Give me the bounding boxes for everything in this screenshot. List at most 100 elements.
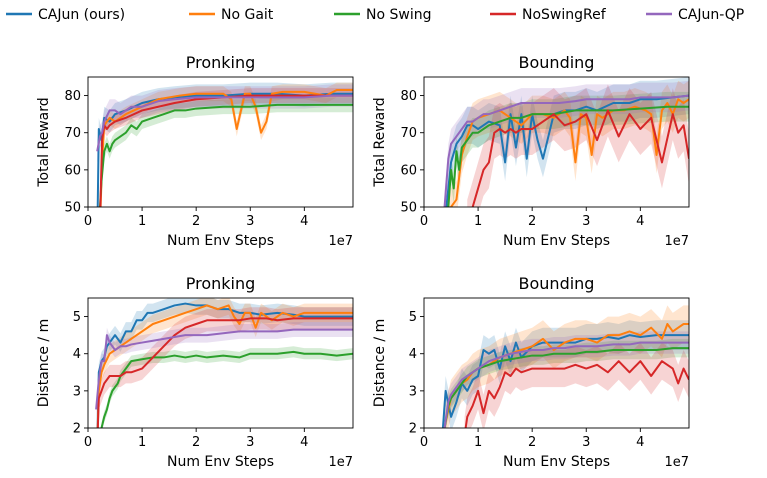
y-tick-label: 60 bbox=[64, 163, 81, 178]
series-band bbox=[446, 91, 689, 207]
x-tick-label: 2 bbox=[192, 435, 200, 450]
legend-label: No Gait bbox=[221, 7, 274, 23]
x-tick-label: 4 bbox=[300, 214, 308, 229]
x-tick-label: 0 bbox=[420, 214, 428, 229]
plot-area bbox=[96, 82, 353, 207]
x-tick-label: 3 bbox=[246, 214, 254, 229]
series-line bbox=[443, 94, 689, 207]
series-band bbox=[448, 80, 689, 207]
series-line bbox=[98, 103, 353, 207]
legend-label: NoSwingRef bbox=[522, 7, 607, 23]
y-tick-label: 60 bbox=[400, 163, 417, 178]
series-line bbox=[450, 98, 689, 207]
x-tick-label: 1 bbox=[138, 214, 146, 229]
series-line bbox=[96, 94, 353, 152]
x-axis-label: Num Env Steps bbox=[503, 233, 610, 249]
y-tick-label: 4 bbox=[73, 347, 81, 362]
x-tick-label: 0 bbox=[84, 435, 92, 450]
legend-entry: No Gait bbox=[189, 7, 274, 23]
series-band bbox=[96, 322, 353, 417]
x-axis-label: Num Env Steps bbox=[503, 454, 610, 470]
plot-area bbox=[95, 298, 353, 428]
x-tick-label: 3 bbox=[246, 435, 254, 450]
series-band bbox=[467, 84, 689, 207]
x-axis-multiplier: 1e7 bbox=[328, 455, 353, 470]
legend-entry: CAJun-QP bbox=[646, 7, 744, 23]
series-band bbox=[97, 298, 353, 428]
series-line bbox=[443, 323, 689, 428]
x-tick-label: 0 bbox=[420, 435, 428, 450]
y-tick-label: 80 bbox=[400, 89, 417, 104]
y-axis-label: Distance / m bbox=[36, 319, 52, 407]
y-tick-label: 5 bbox=[409, 310, 417, 325]
x-tick-label: 2 bbox=[192, 214, 200, 229]
y-axis-label: Distance / m bbox=[372, 319, 388, 407]
y-tick-label: 3 bbox=[73, 384, 81, 399]
series-line bbox=[443, 341, 689, 428]
y-axis-label: Total Reward bbox=[372, 97, 388, 187]
x-tick-label: 1 bbox=[474, 435, 482, 450]
x-tick-label: 3 bbox=[582, 435, 590, 450]
y-tick-label: 50 bbox=[64, 201, 81, 216]
y-tick-label: 70 bbox=[64, 126, 81, 141]
x-tick-label: 4 bbox=[636, 214, 644, 229]
x-axis-label: Num Env Steps bbox=[167, 233, 274, 249]
legend-label: No Swing bbox=[366, 7, 431, 23]
legend-label: CAJun-QP bbox=[678, 7, 744, 23]
x-tick-label: 4 bbox=[300, 435, 308, 450]
x-axis-multiplier: 1e7 bbox=[664, 234, 689, 249]
y-axis-label: Total Reward bbox=[36, 97, 52, 187]
legend-entry: No Swing bbox=[334, 7, 431, 23]
y-tick-label: 5 bbox=[73, 310, 81, 325]
series-line bbox=[443, 347, 689, 428]
axes-frame bbox=[87, 76, 354, 208]
chart-panel: 0 1 2 3 4 50 60 70 80 Pronking Num Env Steps 1e7 Tot… bbox=[36, 53, 354, 249]
series-band bbox=[99, 97, 353, 207]
series-band bbox=[100, 88, 353, 207]
chart-panel: 0 1 2 3 4 2 3 4 5 Pronking Num Env Steps 1e7 Distanc… bbox=[36, 274, 354, 470]
chart-title: Bounding bbox=[519, 274, 595, 293]
x-axis-multiplier: 1e7 bbox=[328, 234, 353, 249]
y-tick-label: 50 bbox=[400, 201, 417, 216]
series-line bbox=[464, 360, 689, 428]
legend-label: CAJun (ours) bbox=[38, 7, 125, 23]
x-axis-label: Num Env Steps bbox=[167, 454, 274, 470]
series-band bbox=[464, 342, 689, 428]
y-tick-label: 2 bbox=[73, 422, 81, 437]
series-band bbox=[444, 338, 689, 428]
x-tick-label: 2 bbox=[528, 214, 536, 229]
y-tick-label: 2 bbox=[409, 422, 417, 437]
series-band bbox=[444, 80, 689, 207]
chart-title: Pronking bbox=[186, 53, 256, 72]
plot-area bbox=[443, 77, 689, 207]
y-tick-label: 4 bbox=[409, 347, 417, 362]
x-axis-multiplier: 1e7 bbox=[664, 455, 689, 470]
y-tick-label: 3 bbox=[409, 384, 417, 399]
chart-panel: 0 1 2 3 4 2 3 4 5 Bounding Num Env Steps 1e7 Distanc… bbox=[372, 274, 690, 470]
x-tick-label: 4 bbox=[636, 435, 644, 450]
plot-area bbox=[441, 305, 689, 428]
series-line bbox=[445, 94, 689, 207]
chart-panel: 0 1 2 3 4 50 60 70 80 Bounding Num Env Steps 1e7 Tot… bbox=[372, 53, 690, 249]
x-tick-label: 1 bbox=[474, 214, 482, 229]
series-line bbox=[100, 350, 353, 428]
series-line bbox=[447, 105, 689, 207]
chart-title: Bounding bbox=[519, 53, 595, 72]
series-line bbox=[96, 317, 353, 428]
legend: CAJun (ours) No Gait No Swing NoSwingRef CAJ… bbox=[6, 7, 744, 23]
x-tick-label: 1 bbox=[138, 435, 146, 450]
series-line bbox=[471, 109, 689, 207]
series-band bbox=[97, 298, 353, 428]
axes-frame bbox=[87, 297, 354, 429]
y-tick-label: 70 bbox=[400, 126, 417, 141]
legend-entry: NoSwingRef bbox=[490, 7, 607, 23]
x-tick-label: 2 bbox=[528, 435, 536, 450]
x-tick-label: 3 bbox=[582, 214, 590, 229]
series-line bbox=[99, 89, 353, 207]
x-tick-label: 0 bbox=[84, 214, 92, 229]
legend-entry: CAJun (ours) bbox=[6, 7, 125, 23]
series-line bbox=[95, 328, 353, 410]
chart-title: Pronking bbox=[186, 274, 256, 293]
